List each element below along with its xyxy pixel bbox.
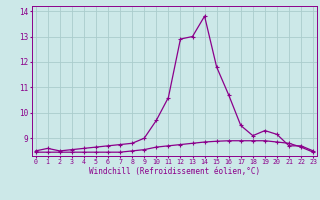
X-axis label: Windchill (Refroidissement éolien,°C): Windchill (Refroidissement éolien,°C) (89, 167, 260, 176)
